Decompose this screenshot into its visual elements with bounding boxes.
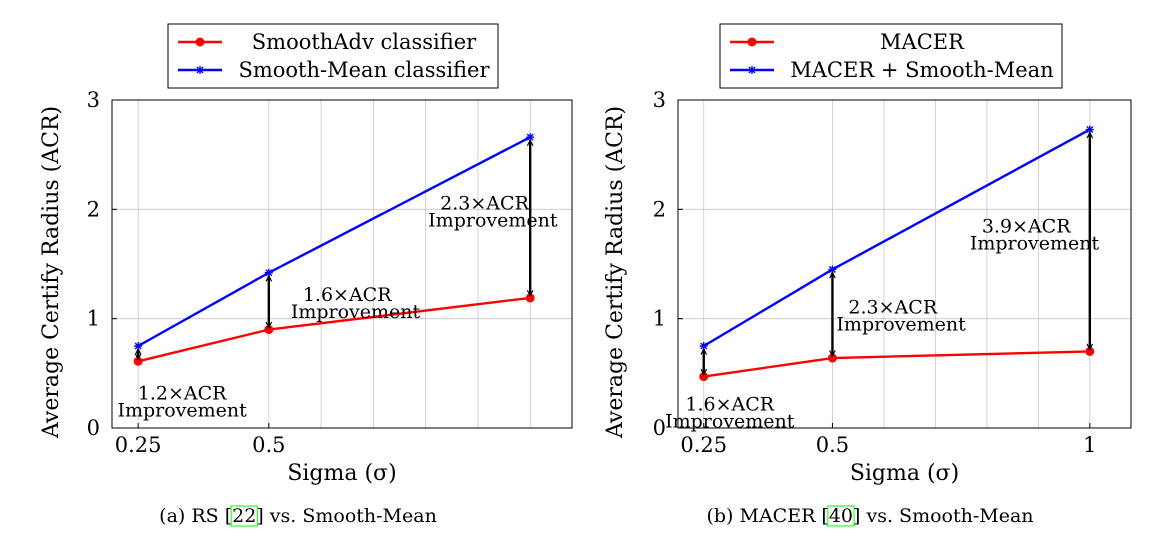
x-tick-label: 0.25 <box>115 433 162 457</box>
figure-caption: (b) MACER [40] vs. Smooth-Mean <box>706 505 1033 527</box>
annotation-label: Improvement <box>117 399 247 421</box>
caption-citation: 40 <box>829 505 853 527</box>
annotation-label: Improvement <box>428 210 558 232</box>
caption-suffix: ] vs. Smooth-Mean <box>256 505 436 527</box>
caption-prefix: (b) MACER [ <box>706 505 828 527</box>
data-point <box>1085 125 1094 134</box>
figure-caption: (a) RS [22] vs. Smooth-Mean <box>159 505 437 527</box>
data-point <box>134 342 143 350</box>
annotation-factor: 2.3×ACR <box>848 297 937 319</box>
y-tick-label: 2 <box>87 197 100 221</box>
plot-frame <box>111 99 573 429</box>
legend-swatch-marker <box>196 66 204 74</box>
grid <box>678 99 1131 428</box>
series-line <box>703 350 1090 378</box>
y-axis-label: Average Certify Radius (ACR) <box>39 106 64 439</box>
legend-entry: MACER + Smooth-Mean <box>790 58 1053 82</box>
x-tick-label: 0.5 <box>816 433 849 457</box>
caption-prefix: (a) RS [ <box>159 505 232 527</box>
y-tick-label: 3 <box>87 88 100 112</box>
y-tick-label: 2 <box>653 197 666 221</box>
legend-swatch-marker <box>195 37 205 47</box>
legend: SmoothAdv classifier Smooth-Mean classifi… <box>167 23 499 89</box>
x-axis-label: Sigma (σ) <box>287 461 396 486</box>
annotation-label: Improvement <box>970 232 1100 254</box>
citation-link-box[interactable] <box>230 505 258 527</box>
series-2 <box>699 125 1094 350</box>
x-tick-label: 0.5 <box>252 433 285 457</box>
legend-box <box>167 23 499 89</box>
legend-swatch-marker <box>748 66 756 74</box>
x-axis-label: Sigma (σ) <box>850 461 959 486</box>
annotation-factor: 1.6×ACR <box>685 394 774 416</box>
y-tick-label: 0 <box>653 416 666 440</box>
y-axis-label: Average Certify Radius (ACR) <box>603 106 628 439</box>
series-2 <box>134 133 535 350</box>
legend-entry: Smooth-Mean classifier <box>238 58 490 82</box>
plot-frame <box>677 99 1132 429</box>
data-point <box>526 133 535 142</box>
annotation-factor: 1.2×ACR <box>138 382 227 404</box>
annotation-factor: 1.6×ACR <box>303 284 392 306</box>
data-point <box>699 342 708 350</box>
data-point <box>264 268 273 277</box>
x-tick-label: 1 <box>1083 433 1096 457</box>
y-tick-label: 0 <box>87 416 100 440</box>
legend-swatch-marker <box>747 37 757 47</box>
citation-link-box[interactable] <box>827 505 855 527</box>
series-1 <box>699 346 1095 382</box>
legend-box <box>719 23 1063 89</box>
annotation-factor: 3.9×ACR <box>982 215 1071 237</box>
legend: MACER MACER + Smooth-Mean <box>719 23 1063 89</box>
caption-suffix: ] vs. Smooth-Mean <box>853 505 1033 527</box>
y-tick-label: 3 <box>653 88 666 112</box>
annotation-label: Improvement <box>836 314 966 336</box>
annotation-label: Improvement <box>665 411 795 433</box>
chart-panel-1: 0.25 0.5 0 1 2 3 Sigma (σ) Average Certify Radi… <box>39 23 573 527</box>
chart-panel-2: 0.25 0.5 1 0 1 2 3 Sigma (σ) Average Certify Rad… <box>603 23 1132 527</box>
annotation-label: Improvement <box>291 301 421 323</box>
y-tick-label: 1 <box>653 307 666 331</box>
grid <box>112 99 572 428</box>
y-tick-label: 1 <box>87 307 100 331</box>
annotation-factor: 2.3×ACR <box>440 193 529 215</box>
legend-entry: MACER <box>880 30 965 54</box>
x-tick-label: 0.25 <box>680 433 727 457</box>
data-point <box>828 265 837 274</box>
caption-citation: 22 <box>232 505 256 527</box>
legend-entry: SmoothAdv classifier <box>252 30 477 54</box>
